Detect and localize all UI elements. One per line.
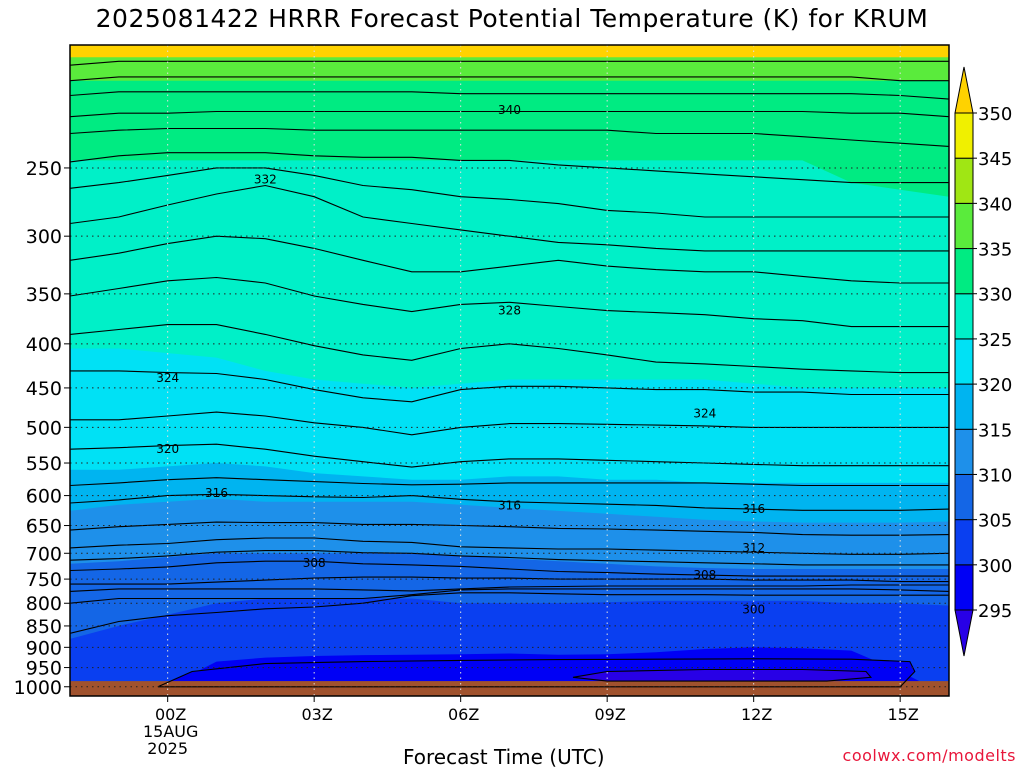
colorbar-label-305: 305 bbox=[978, 511, 1012, 532]
colorbar-segment-295 bbox=[954, 564, 974, 611]
colorbar-label-315: 315 bbox=[978, 420, 1012, 441]
colorbar-segment-345 bbox=[954, 112, 974, 159]
colorbar-label-325: 325 bbox=[978, 330, 1012, 351]
x-tick-label-03Z: 03Z bbox=[302, 705, 333, 724]
colorbar-label-340: 340 bbox=[978, 194, 1012, 215]
contour-334 bbox=[70, 167, 949, 218]
contour-328 bbox=[70, 276, 949, 328]
x-axis-label: Forecast Time (UTC) bbox=[403, 745, 605, 769]
x-tick-label-00Z: 00Z bbox=[155, 705, 186, 724]
contour-label-4: 324 bbox=[693, 407, 716, 421]
x-tick-label-09Z: 09Z bbox=[595, 705, 626, 724]
y-tick-label-700: 700 bbox=[26, 543, 62, 565]
y-tick-label-250: 250 bbox=[26, 158, 62, 180]
colorbar-segment-320 bbox=[954, 338, 974, 385]
contour-308 bbox=[70, 560, 949, 577]
y-tick-label-400: 400 bbox=[26, 334, 62, 356]
fill-pocket-296 bbox=[573, 669, 871, 682]
y-tick-label-950: 950 bbox=[26, 658, 62, 680]
contour-304 bbox=[70, 584, 949, 592]
y-tick-label-550: 550 bbox=[26, 453, 62, 475]
colorbar-segment-335 bbox=[954, 202, 974, 250]
contour-label-6: 316 bbox=[205, 486, 228, 500]
contour-label-11: 308 bbox=[693, 568, 716, 582]
contour-302 bbox=[70, 588, 949, 604]
y-tick-label-900: 900 bbox=[26, 637, 62, 659]
y-tick-label-500: 500 bbox=[26, 417, 62, 439]
y-tick-label-1000: 1000 bbox=[14, 677, 62, 699]
contour-label-7: 316 bbox=[498, 498, 521, 512]
colorbar-segment-325 bbox=[954, 293, 974, 340]
colorbar: 295 300 305 310 315 320 325 330 335 340 345 350 bbox=[954, 66, 1012, 657]
x-tick-label-12Z: 12Z bbox=[741, 705, 772, 724]
contour-324 bbox=[70, 370, 949, 403]
contour-342 bbox=[70, 91, 949, 100]
colorbar-segment-330 bbox=[954, 248, 974, 295]
ground-surface bbox=[70, 681, 949, 696]
contour-338 bbox=[70, 127, 949, 147]
colorbar-segment-340 bbox=[954, 157, 974, 204]
contour-310 bbox=[70, 550, 949, 566]
contour-346 bbox=[70, 60, 949, 66]
colorbar-label-300: 300 bbox=[978, 556, 1012, 577]
colorbar-segment-305 bbox=[954, 473, 974, 521]
colorbar-label-330: 330 bbox=[978, 285, 1012, 306]
contour-fill-layer bbox=[70, 45, 949, 696]
colorbar-label-310: 310 bbox=[978, 465, 1012, 486]
y-tick-label-350: 350 bbox=[26, 284, 62, 306]
colorbar-segment-310 bbox=[954, 428, 974, 475]
colorbar-label-345: 345 bbox=[978, 149, 1012, 170]
contour-306 bbox=[70, 576, 949, 585]
y-tick-label-800: 800 bbox=[26, 593, 62, 615]
x-tick-label-15Z: 15Z bbox=[888, 705, 919, 724]
contour-330 bbox=[70, 235, 949, 284]
contour-316 bbox=[70, 493, 949, 511]
y-tick-label-750: 750 bbox=[26, 569, 62, 591]
grid-layer bbox=[70, 45, 949, 696]
contour-336 bbox=[70, 152, 949, 184]
y-tick-label-600: 600 bbox=[26, 486, 62, 508]
y-axis: 2503003504004505005506006507007508008509… bbox=[14, 158, 70, 699]
colorbar-label-295: 295 bbox=[978, 601, 1012, 622]
y-tick-label-850: 850 bbox=[26, 616, 62, 638]
y-tick-label-650: 650 bbox=[26, 516, 62, 538]
contour-label-9: 312 bbox=[742, 541, 765, 555]
colorbar-extend-top bbox=[954, 66, 974, 114]
x-tick-label-06Z: 06Z bbox=[448, 705, 479, 724]
contour-label-0: 340 bbox=[498, 103, 521, 117]
contour-318 bbox=[70, 477, 949, 487]
colorbar-segment-315 bbox=[954, 383, 974, 430]
contour-344 bbox=[70, 76, 949, 82]
contour-300 bbox=[70, 592, 949, 634]
contour-label-12: 300 bbox=[742, 602, 765, 616]
contour-label-3: 324 bbox=[156, 371, 179, 385]
y-tick-label-300: 300 bbox=[26, 226, 62, 248]
x-tick-date-year: 2025 bbox=[147, 739, 188, 758]
colorbar-label-320: 320 bbox=[978, 375, 1012, 396]
colorbar-label-335: 335 bbox=[978, 240, 1012, 261]
y-tick-label-450: 450 bbox=[26, 378, 62, 400]
contour-314 bbox=[70, 521, 949, 536]
chart-title: 2025081422 HRRR Forecast Potential Tempe… bbox=[95, 4, 929, 33]
colorbar-label-350: 350 bbox=[978, 104, 1012, 125]
contour-closed-298 bbox=[157, 658, 916, 688]
contour-326 bbox=[70, 324, 949, 374]
contour-label-layer: 340 332 328 324 324 320 316 316 316 312 308 308 300 bbox=[156, 103, 765, 617]
contour-label-1: 332 bbox=[254, 173, 277, 187]
credit-link[interactable]: coolwx.com/modelts bbox=[842, 746, 1016, 765]
contour-label-5: 320 bbox=[156, 442, 179, 456]
x-tick-date-day: 15AUG bbox=[143, 722, 198, 741]
colorbar-segment-300 bbox=[954, 519, 974, 566]
contour-340 bbox=[70, 110, 949, 118]
contour-320 bbox=[70, 443, 949, 468]
contour-label-8: 316 bbox=[742, 502, 765, 516]
plot-frame bbox=[69, 44, 950, 697]
contour-label-10: 308 bbox=[303, 556, 326, 570]
contour-332 bbox=[70, 184, 949, 252]
colorbar-extend-bottom bbox=[954, 609, 974, 657]
contour-closed-296 bbox=[572, 668, 873, 682]
contour-label-2: 328 bbox=[498, 304, 521, 318]
